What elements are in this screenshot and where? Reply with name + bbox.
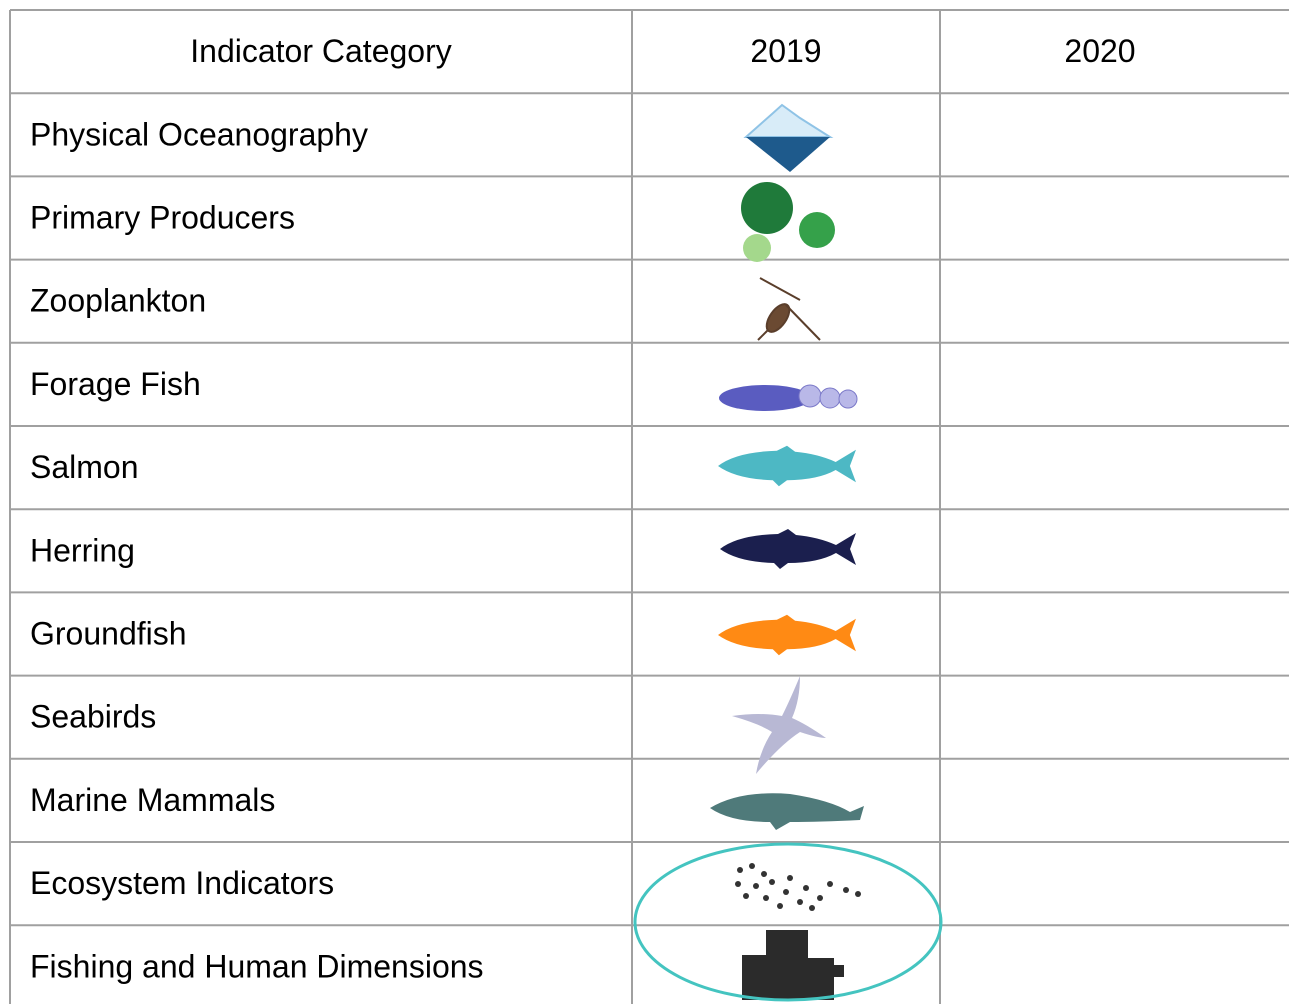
groundfish-icon: [718, 614, 856, 656]
row-label: Herring: [30, 532, 135, 568]
highlight-ellipse: [633, 842, 943, 1002]
icons: [710, 103, 864, 1000]
row-label: Salmon: [30, 449, 139, 485]
iceberg-icon: [743, 103, 834, 172]
forage-fish-icon: [719, 384, 858, 411]
plankton-icon: [741, 182, 835, 262]
herring-icon: [720, 529, 856, 569]
row-label: Zooplankton: [30, 283, 206, 319]
header-cell: Indicator Category: [190, 33, 451, 69]
header-cell: 2019: [750, 33, 821, 69]
buildings-icon: [742, 930, 844, 1000]
salmon-icon: [718, 445, 856, 487]
row-label: Forage Fish: [30, 366, 201, 402]
whale-icon: [710, 793, 864, 830]
fish-school-icon: [735, 863, 861, 911]
seabird-icon: [732, 676, 826, 774]
row-label: Seabirds: [30, 699, 156, 735]
row-label: Ecosystem Indicators: [30, 865, 334, 901]
row-label: Groundfish: [30, 615, 187, 651]
header-cell: 2020: [1064, 33, 1135, 69]
row-label: Physical Oceanography: [30, 116, 368, 152]
row-label: Primary Producers: [30, 199, 295, 235]
row-label: Fishing and Human Dimensions: [30, 948, 484, 984]
zooplankton-icon: [757, 277, 821, 341]
row-label: Marine Mammals: [30, 782, 275, 818]
